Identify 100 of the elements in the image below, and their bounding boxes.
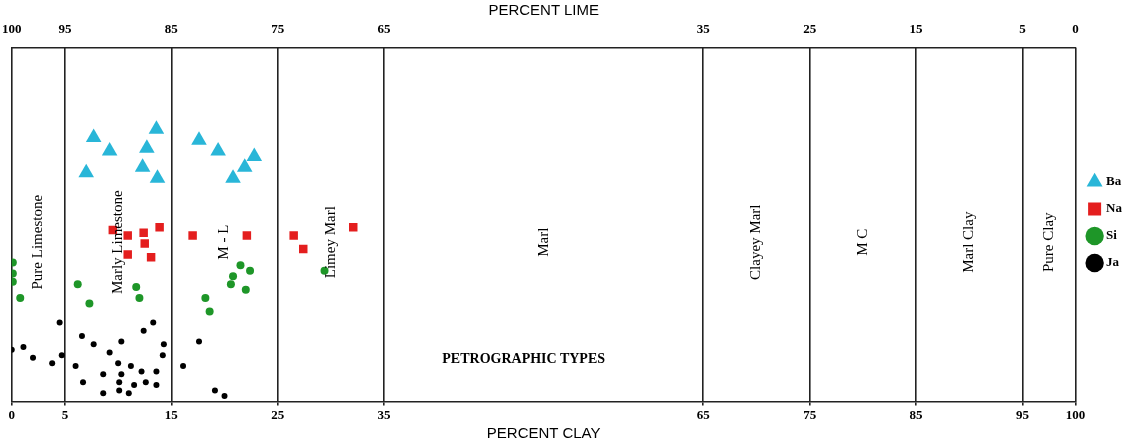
- point: [49, 360, 56, 367]
- legend-label: Na: [1106, 200, 1123, 216]
- point: [115, 360, 122, 367]
- legend-label: Ba: [1106, 173, 1122, 189]
- x-tick-label: 5: [61, 406, 69, 422]
- point: [210, 142, 226, 156]
- annotation: Marl Clay: [960, 211, 977, 273]
- point: [85, 128, 102, 142]
- point: [188, 231, 197, 240]
- annotation: M C: [853, 228, 870, 256]
- annotation: M - L: [215, 224, 232, 260]
- point: [139, 228, 148, 237]
- point: [118, 371, 125, 378]
- legend-label: Si: [1106, 227, 1118, 243]
- point: [140, 327, 147, 334]
- point: [85, 299, 94, 308]
- point: [30, 354, 37, 361]
- point: [211, 387, 218, 394]
- point: [155, 222, 164, 232]
- point: [100, 371, 107, 378]
- point: [180, 363, 187, 370]
- point: [132, 283, 141, 292]
- annotation: Pure Clay: [1039, 211, 1056, 272]
- x2-tick-label: 65: [377, 21, 392, 37]
- point: [191, 131, 207, 145]
- point: [123, 250, 132, 259]
- point: [131, 382, 138, 389]
- point: [242, 231, 252, 240]
- point: [72, 363, 79, 370]
- x-tick-label: 0: [8, 406, 15, 422]
- point: [289, 231, 298, 240]
- annotation: Marly Limestone: [109, 189, 126, 295]
- point: [226, 280, 235, 289]
- point: [106, 349, 113, 356]
- x2-tick-label: 0: [1072, 21, 1079, 37]
- point: [229, 272, 238, 281]
- point: [80, 379, 87, 386]
- annotation: Limey Marl: [321, 206, 338, 279]
- point: [20, 343, 27, 350]
- point: [134, 158, 151, 172]
- point: [73, 280, 82, 289]
- point: [148, 120, 165, 134]
- x-axis-title: PERCENT CLAY: [486, 424, 601, 442]
- point: [101, 142, 118, 156]
- annotation: Clayey Marl: [747, 204, 764, 280]
- x2-tick-label: 85: [164, 21, 179, 37]
- annotation: PETROGRAPHIC TYPES: [442, 350, 606, 366]
- point: [159, 352, 166, 359]
- point: [78, 163, 95, 178]
- point: [90, 341, 97, 348]
- point: [221, 392, 228, 399]
- point: [236, 158, 253, 172]
- x-tick-label: 75: [803, 406, 817, 422]
- x-tick-label: 100: [1065, 406, 1086, 422]
- point: [205, 307, 214, 316]
- point: [160, 341, 167, 348]
- point: [118, 338, 125, 345]
- x2-tick-label: 100: [2, 21, 22, 37]
- point: [116, 379, 123, 386]
- point: [225, 169, 241, 183]
- x2-axis-title: PERCENT LIME: [488, 1, 599, 19]
- point: [195, 338, 202, 345]
- x-tick-label: 95: [1015, 406, 1030, 422]
- point: [56, 319, 63, 326]
- point: [135, 293, 144, 302]
- point: [246, 147, 263, 161]
- point: [100, 390, 107, 397]
- point: [140, 239, 149, 248]
- point: [123, 231, 132, 240]
- point: [241, 285, 250, 294]
- point: [78, 333, 85, 340]
- point: [138, 368, 145, 375]
- point: [153, 382, 160, 389]
- point: [142, 379, 149, 386]
- point: [125, 390, 132, 397]
- x2-tick-label: 25: [803, 21, 817, 37]
- point: [16, 293, 25, 302]
- x2-tick-label: 35: [696, 21, 711, 37]
- x-tick-label: 35: [377, 406, 392, 422]
- point: [127, 363, 134, 370]
- annotation: Marl: [534, 227, 551, 257]
- point: [139, 139, 155, 153]
- annotation: Pure Limestone: [29, 194, 46, 290]
- x-tick-label: 85: [909, 406, 924, 422]
- x2-tick-label: 95: [58, 21, 72, 37]
- point: [153, 368, 160, 375]
- point: [150, 319, 157, 326]
- legend-label: Ja: [1106, 254, 1120, 270]
- x-tick-label: 15: [164, 406, 179, 422]
- x2-tick-label: 15: [909, 21, 924, 37]
- point: [116, 387, 123, 394]
- x-tick-label: 25: [271, 406, 285, 422]
- x2-tick-label: 5: [1019, 21, 1027, 37]
- x2-tick-label: 75: [271, 21, 285, 37]
- point: [149, 169, 166, 183]
- point: [58, 352, 65, 359]
- point: [246, 266, 255, 275]
- point: [236, 261, 245, 270]
- x-tick-label: 65: [696, 406, 711, 422]
- point: [201, 293, 210, 302]
